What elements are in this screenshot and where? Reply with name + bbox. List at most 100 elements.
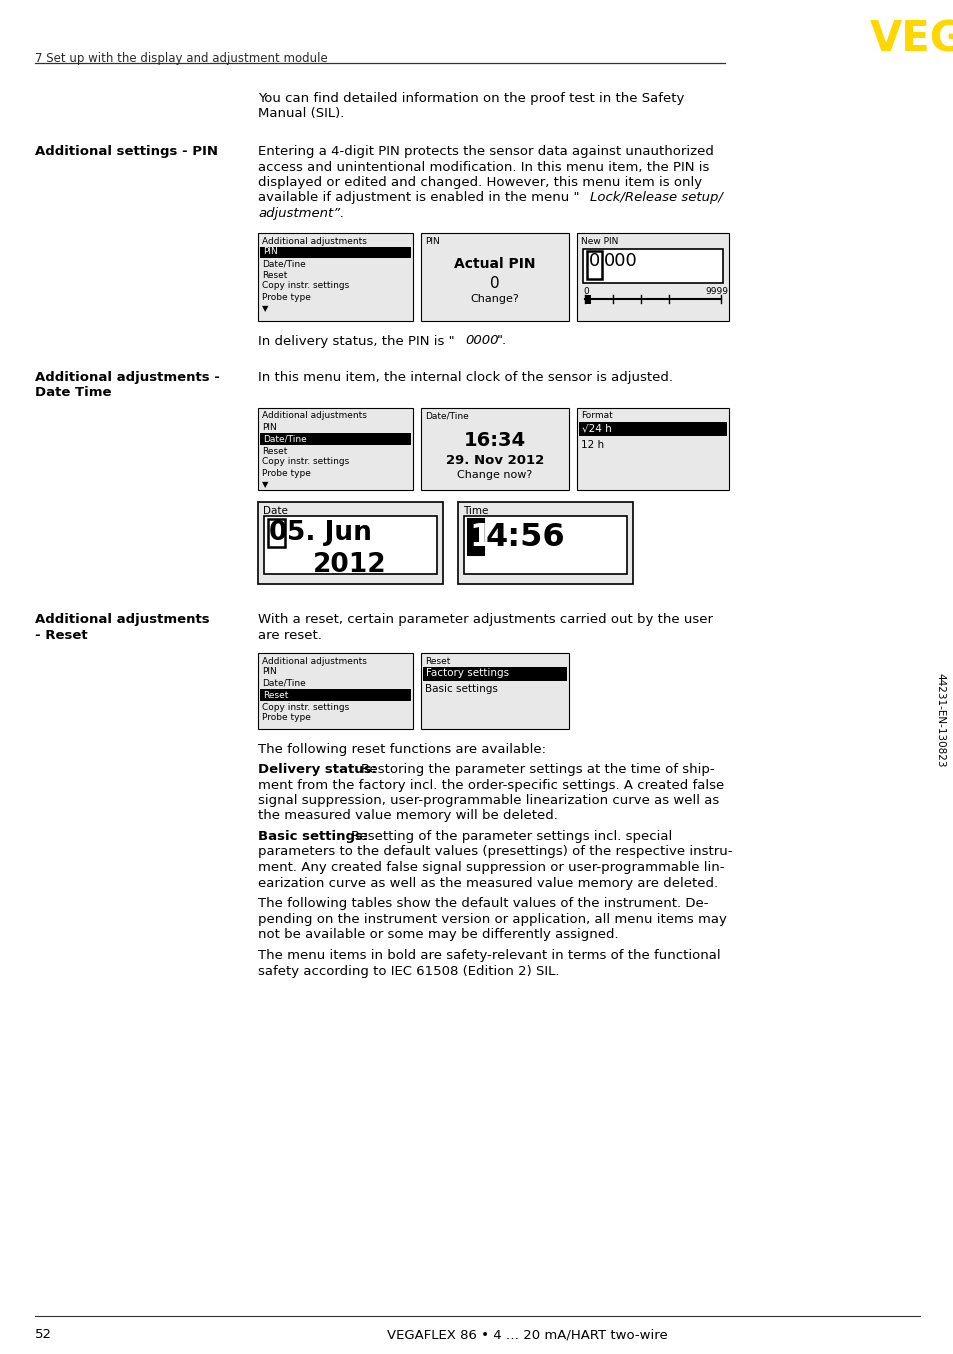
Text: With a reset, certain parameter adjustments carried out by the user: With a reset, certain parameter adjustme… [257,613,712,627]
Bar [422,666,566,681]
Bar [463,516,626,574]
Text: VEGA: VEGA [869,18,953,60]
Text: 1: 1 [469,521,491,552]
Bar [578,421,726,436]
Bar [268,519,285,547]
Text: Restoring the parameter settings at the time of ship-: Restoring the parameter settings at the … [360,764,714,776]
Text: 0: 0 [582,287,588,295]
Text: 0: 0 [269,520,287,547]
Text: Factory settings: Factory settings [426,669,509,678]
Text: 9999: 9999 [704,287,727,295]
Text: 0: 0 [588,252,599,271]
Text: not be available or some may be differently assigned.: not be available or some may be differen… [257,927,618,941]
Text: Resetting of the parameter settings incl. special: Resetting of the parameter settings incl… [351,830,672,844]
Text: Reset: Reset [263,691,288,700]
Text: Probe type: Probe type [262,292,311,302]
Bar [457,501,633,584]
Bar [260,688,411,700]
Text: 16:34: 16:34 [463,432,525,451]
Bar [257,233,413,321]
Text: Basic settings: Basic settings [424,685,497,695]
Bar [586,250,601,279]
Text: Additional adjustments: Additional adjustments [35,613,210,627]
Text: Delivery status:: Delivery status: [257,764,376,776]
Text: Change?: Change? [470,295,518,305]
Text: ment. Any created false signal suppression or user-programmable lin-: ment. Any created false signal suppressi… [257,861,723,873]
Bar [584,295,590,303]
Text: Time: Time [462,506,488,516]
Text: ▼: ▼ [262,305,268,314]
Text: In this menu item, the internal clock of the sensor is adjusted.: In this menu item, the internal clock of… [257,371,672,383]
Text: Additional adjustments: Additional adjustments [262,412,367,421]
Text: Actual PIN: Actual PIN [454,256,536,271]
Text: Change now?: Change now? [456,470,532,479]
Text: VEGAFLEX 86 • 4 … 20 mA/HART two-wire: VEGAFLEX 86 • 4 … 20 mA/HART two-wire [386,1328,667,1340]
Text: Additional settings - PIN: Additional settings - PIN [35,145,218,158]
Text: PIN: PIN [262,668,276,677]
Text: The menu items in bold are safety-relevant in terms of the functional: The menu items in bold are safety-releva… [257,949,720,963]
Text: Date/Tine: Date/Tine [263,435,307,444]
Bar [468,519,483,555]
Text: signal suppression, user-programmable linearization curve as well as: signal suppression, user-programmable li… [257,793,719,807]
Text: Additional adjustments -: Additional adjustments - [35,371,219,383]
Text: are reset.: are reset. [257,630,321,642]
Text: the measured value memory will be deleted.: the measured value memory will be delete… [257,810,558,822]
Text: Reset: Reset [262,271,287,279]
Text: pending on the instrument version or application, all menu items may: pending on the instrument version or app… [257,913,726,926]
Text: The following reset functions are available:: The following reset functions are availa… [257,742,545,756]
Text: 52: 52 [35,1328,52,1340]
Text: 44231-EN-130823: 44231-EN-130823 [934,673,944,768]
Bar [257,408,413,490]
Text: 5. Jun: 5. Jun [287,520,372,547]
Text: safety according to IEC 61508 (Edition 2) SIL.: safety according to IEC 61508 (Edition 2… [257,965,558,978]
Text: 000: 000 [603,252,638,271]
Text: access and unintentional modification. In this menu item, the PIN is: access and unintentional modification. I… [257,161,709,173]
Text: Additional adjustments: Additional adjustments [262,237,367,245]
Text: Basic settings:: Basic settings: [257,830,368,844]
Text: √24 h: √24 h [581,424,611,433]
Text: Probe type: Probe type [262,468,311,478]
Text: Lock/Release setup/: Lock/Release setup/ [589,191,722,204]
Bar [582,249,722,283]
Bar [260,432,411,444]
Text: PIN: PIN [424,237,439,245]
Bar [257,501,442,584]
Text: Date: Date [263,506,288,516]
Text: Format: Format [580,412,612,421]
Text: Date Time: Date Time [35,386,112,399]
Text: New PIN: New PIN [580,237,618,245]
Text: Additional adjustments: Additional adjustments [262,657,367,666]
Text: ".: ". [497,334,507,348]
Text: The following tables show the default values of the instrument. De-: The following tables show the default va… [257,896,708,910]
Text: 7 Set up with the display and adjustment module: 7 Set up with the display and adjustment… [35,51,328,65]
Text: PIN: PIN [262,422,276,432]
Bar [260,246,411,257]
Bar [577,408,728,490]
Text: available if adjustment is enabled in the menu ": available if adjustment is enabled in th… [257,191,578,204]
Bar [264,516,436,574]
Text: 12 h: 12 h [580,440,603,450]
Text: displayed or edited and changed. However, this menu item is only: displayed or edited and changed. However… [257,176,701,190]
Text: You can find detailed information on the proof test in the Safety: You can find detailed information on the… [257,92,683,106]
Text: Manual (SIL).: Manual (SIL). [257,107,344,121]
Text: 29. Nov 2012: 29. Nov 2012 [445,454,543,467]
Text: earization curve as well as the measured value memory are deleted.: earization curve as well as the measured… [257,876,718,890]
Text: 0000: 0000 [464,334,498,348]
Text: adjustment”.: adjustment”. [257,207,344,219]
Text: Copy instr. settings: Copy instr. settings [262,703,349,711]
Bar [257,653,413,728]
Bar [420,233,568,321]
Text: Date/Tine: Date/Tine [262,260,305,268]
Text: Reset: Reset [262,447,287,455]
Text: PIN: PIN [263,248,277,256]
Bar [577,233,728,321]
Text: 2012: 2012 [313,551,386,578]
Text: Probe type: Probe type [262,714,311,723]
Bar [420,408,568,490]
Text: 4:56: 4:56 [485,521,565,552]
Text: Copy instr. settings: Copy instr. settings [262,282,349,291]
Text: Entering a 4-digit PIN protects the sensor data against unauthorized: Entering a 4-digit PIN protects the sens… [257,145,713,158]
Text: In delivery status, the PIN is ": In delivery status, the PIN is " [257,334,455,348]
Text: parameters to the default values (presettings) of the respective instru-: parameters to the default values (preset… [257,845,732,858]
Text: 0: 0 [490,276,499,291]
